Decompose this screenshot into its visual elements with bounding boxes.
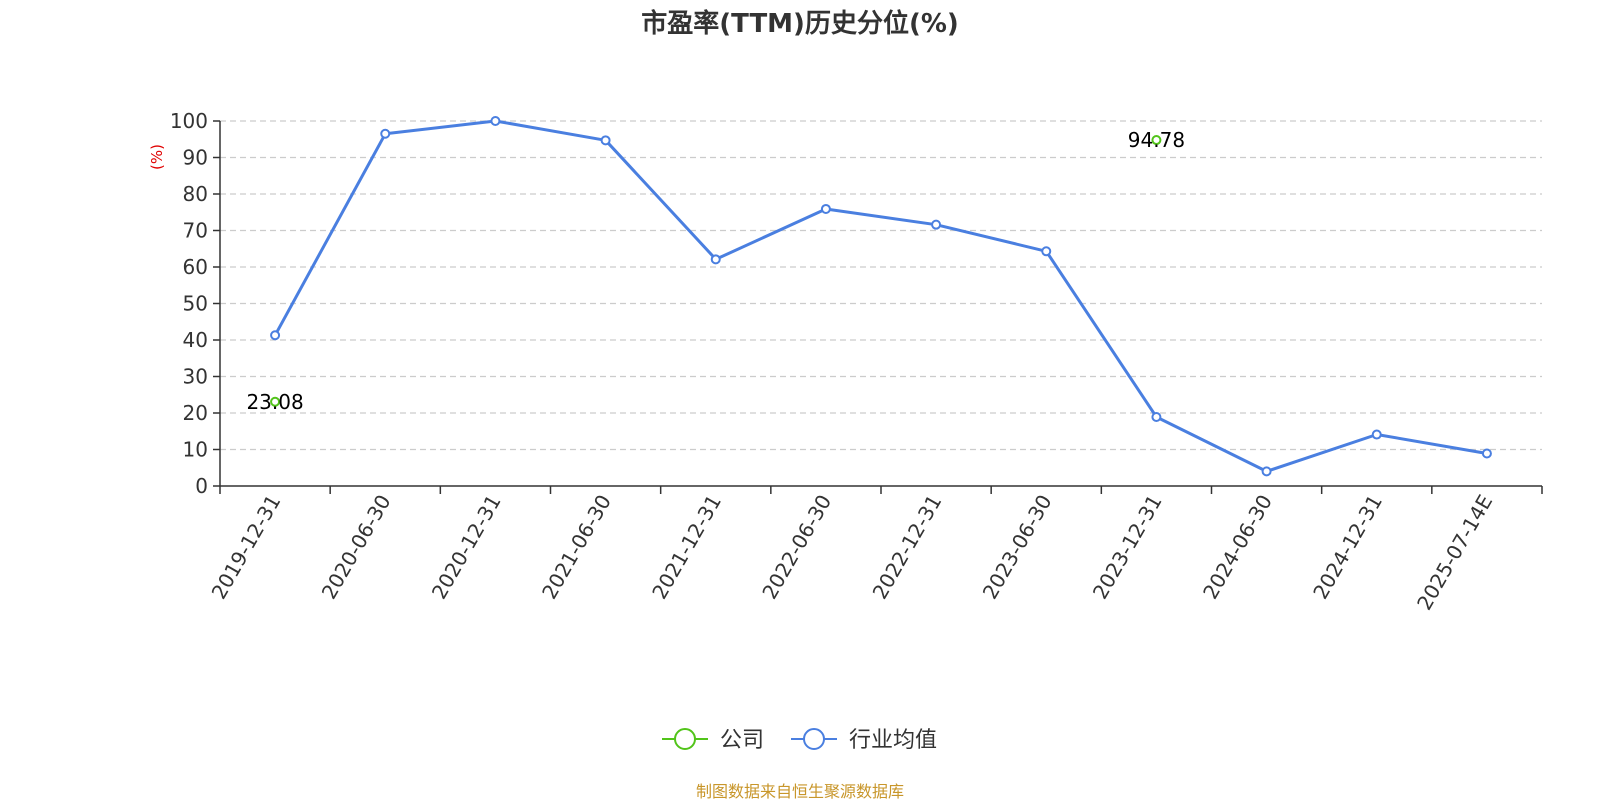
grid-lines	[220, 120, 1542, 451]
legend: 公司 行业均值	[662, 728, 937, 753]
legend-circle-marker	[674, 728, 696, 750]
x-tick-label: 2020-06-30	[317, 491, 396, 604]
data-point	[600, 135, 611, 146]
x-tick-label: 2021-06-30	[537, 491, 616, 604]
legend-circle-marker	[803, 728, 825, 750]
data-point	[1371, 429, 1382, 440]
x-tick-label: 2024-06-30	[1198, 491, 1277, 604]
legend-label: 行业均值	[849, 728, 937, 753]
legend-label: 公司	[720, 728, 764, 753]
data-point	[270, 330, 281, 341]
y-tick-label: 70	[183, 219, 208, 243]
data-point	[1481, 448, 1492, 459]
source-note: 制图数据来自恒生聚源数据库	[696, 782, 904, 800]
x-tick-label: 2023-06-30	[978, 491, 1057, 604]
y-tick-label: 40	[183, 328, 208, 352]
x-tick-label: 2022-12-31	[868, 491, 947, 604]
y-tick-label: 90	[183, 146, 208, 170]
data-label: 23.08	[246, 390, 303, 414]
data-point	[380, 128, 391, 139]
data-point	[931, 219, 942, 230]
data-point	[1041, 246, 1052, 257]
x-tick-label: 2022-06-30	[757, 491, 836, 604]
data-point	[270, 396, 281, 407]
y-tick-label: 30	[183, 365, 208, 389]
x-tick-label: 2025-07-14E	[1412, 491, 1497, 615]
series-line-1	[273, 119, 1488, 473]
y-tick-label: 20	[183, 401, 208, 425]
axes: 0 10 20 30 40 50 60 70 80 90 100 2019-12-31 2020-06-…	[170, 109, 1543, 615]
series-layer	[270, 116, 1492, 477]
data-labels: 23.08 94.78	[246, 128, 1185, 414]
chart-title: 市盈率(TTM)历史分位(%)	[641, 8, 959, 39]
data-point	[490, 116, 501, 126]
x-tick-label: 2024-12-31	[1308, 491, 1387, 604]
x-tick-label: 2019-12-31	[207, 491, 286, 604]
data-point	[710, 254, 721, 265]
y-tick-label: 10	[183, 438, 208, 462]
data-point	[1261, 466, 1272, 477]
y-tick-label: 0	[195, 474, 208, 498]
data-point	[1151, 135, 1162, 146]
x-tick-label: 2020-12-31	[427, 491, 506, 604]
y-tick-label: 60	[183, 255, 208, 279]
y-axis-unit-label: (%)	[148, 144, 166, 170]
y-tick-label: 100	[170, 109, 208, 133]
data-point	[820, 203, 831, 214]
y-tick-label: 80	[183, 182, 208, 206]
y-tick-label: 50	[183, 292, 208, 316]
x-tick-label: 2023-12-31	[1088, 491, 1167, 604]
data-point	[1151, 412, 1162, 423]
x-tick-label: 2021-12-31	[647, 491, 726, 604]
data-label: 94.78	[1128, 128, 1185, 152]
